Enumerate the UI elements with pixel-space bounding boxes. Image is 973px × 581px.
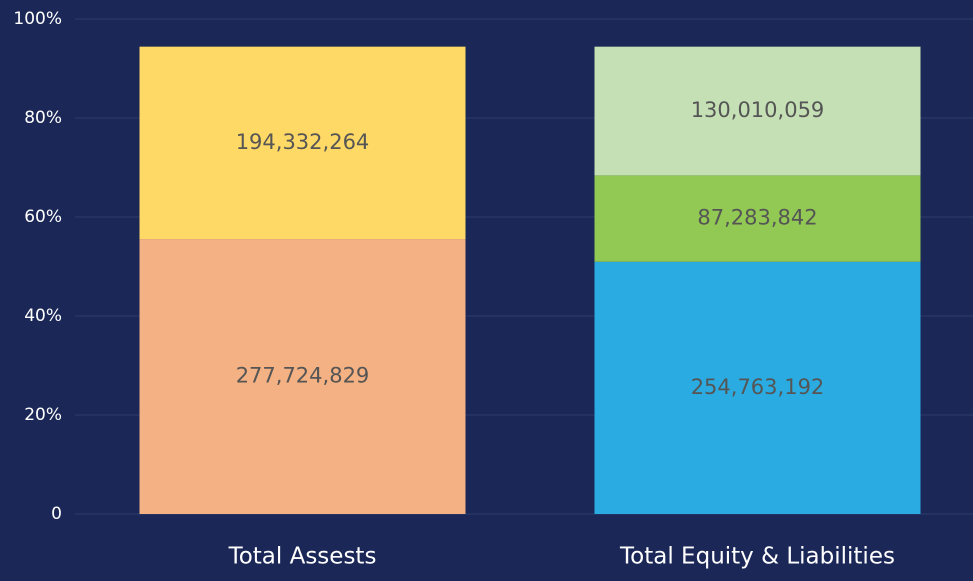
value-label: 254,763,192 — [691, 375, 825, 399]
value-label: 130,010,059 — [691, 98, 825, 122]
bar-segment — [594, 175, 921, 262]
value-label: 194,332,264 — [236, 130, 370, 154]
bar-segment — [594, 261, 921, 514]
value-label: 277,724,829 — [236, 364, 370, 388]
bar-segment — [594, 46, 921, 176]
y-tick-label: 0 — [51, 504, 62, 524]
bar-segment — [139, 46, 466, 240]
y-tick-label: 80% — [24, 108, 62, 128]
y-tick-label: 40% — [24, 306, 62, 326]
bar-segment — [139, 239, 466, 514]
x-tick-label: Total Assests — [228, 544, 377, 570]
y-tick-label: 60% — [24, 207, 62, 227]
y-tick-label: 100% — [13, 9, 62, 29]
y-tick-label: 20% — [24, 405, 62, 425]
x-tick-label: Total Equity & Liabilities — [619, 544, 895, 570]
value-label: 87,283,842 — [697, 206, 817, 230]
